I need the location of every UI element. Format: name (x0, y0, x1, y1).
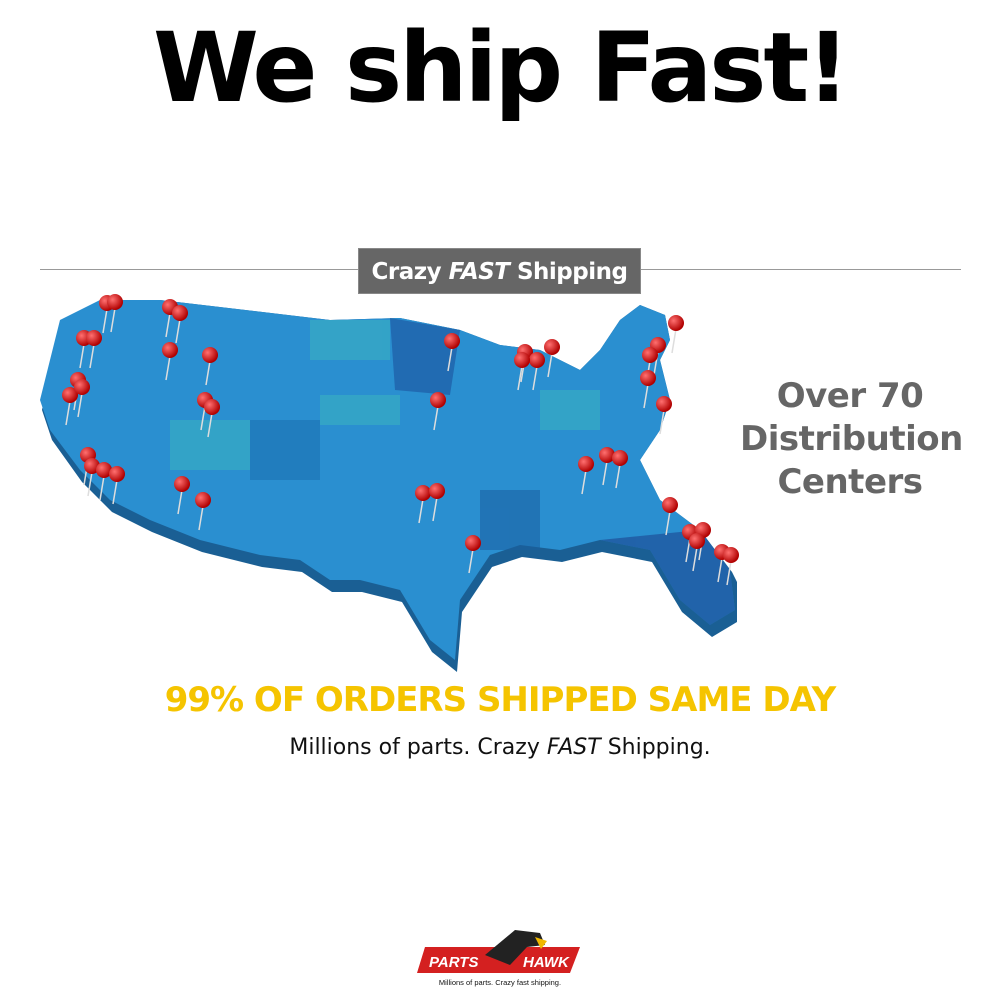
location-pin-icon (86, 330, 102, 346)
pin-needle (447, 346, 453, 372)
pin-needle (532, 365, 538, 391)
divider-left (40, 269, 358, 270)
orders-shipped-text: 99% OF ORDERS SHIPPED SAME DAY (164, 680, 837, 720)
location-pin-icon (656, 396, 672, 412)
crazy-fast-banner: Crazy FAST Shipping (358, 248, 641, 294)
location-pin-icon (612, 450, 628, 466)
location-pin-icon (544, 339, 560, 355)
pin-needle (432, 496, 438, 522)
callout-line-1: Over 70 (776, 376, 924, 416)
tagline-post: Shipping. (607, 735, 711, 760)
location-pin-icon (642, 347, 658, 363)
pin-needle (692, 546, 698, 572)
callout-line-3: Centers (777, 462, 923, 502)
location-pin-icon (195, 492, 211, 508)
pin-needle (468, 548, 474, 574)
logo-slogan: Millions of parts. Crazy fast shipping. (439, 978, 561, 987)
location-pin-icon (204, 399, 220, 415)
pin-needle (659, 409, 665, 435)
pin-needle (175, 318, 181, 344)
location-pin-icon (529, 352, 545, 368)
pin-needle (77, 392, 83, 418)
logo-text-hawk: HAWK (523, 954, 570, 971)
banner-text-post: Shipping (516, 259, 628, 285)
location-pin-icon (640, 370, 656, 386)
location-pin-icon (514, 352, 530, 368)
location-pin-icon (174, 476, 190, 492)
pin-needle (165, 312, 171, 338)
pin-needle (665, 510, 671, 536)
location-pin-icon (162, 342, 178, 358)
pin-needle (177, 489, 183, 515)
divider-right (641, 269, 961, 270)
pin-needle (671, 328, 677, 354)
pin-needle (517, 365, 523, 391)
location-pin-icon (74, 379, 90, 395)
pin-needle (207, 412, 213, 438)
distribution-callout: Over 70 Distribution Centers (740, 375, 963, 504)
location-pin-icon (415, 485, 431, 501)
location-pin-icon (444, 333, 460, 349)
callout-line-2: Distribution (740, 419, 963, 459)
pin-needle (99, 475, 105, 501)
pin-needle (602, 460, 608, 486)
tagline-emph: FAST (546, 735, 601, 760)
location-pin-icon (172, 305, 188, 321)
location-pin-icon (723, 547, 739, 563)
pin-needle (726, 560, 732, 586)
banner-text-pre: Crazy (371, 259, 442, 285)
pin-needle (643, 383, 649, 409)
headline: We ship Fast! (152, 12, 850, 124)
pin-needle (418, 498, 424, 524)
hawk-head-icon (485, 930, 545, 965)
location-pin-icon (430, 392, 446, 408)
pin-needle (205, 360, 211, 386)
hawk-beak-icon (535, 937, 547, 949)
pin-needle (547, 352, 553, 378)
location-pin-icon (578, 456, 594, 472)
pin-needle (717, 557, 723, 583)
location-pin-icon (668, 315, 684, 331)
pin-needle (581, 469, 587, 495)
tagline-pre: Millions of parts. Crazy (289, 735, 540, 760)
distribution-center-pins (62, 294, 739, 586)
us-map (40, 294, 739, 672)
pin-needle (165, 355, 171, 381)
location-pin-icon (62, 387, 78, 403)
pin-needle (615, 463, 621, 489)
location-pin-icon (107, 294, 123, 310)
location-pin-icon (429, 483, 445, 499)
pin-needle (433, 405, 439, 431)
location-pin-icon (202, 347, 218, 363)
parts-hawk-logo: PARTS HAWK Millions of parts. Crazy fast… (417, 930, 580, 987)
pin-needle (200, 405, 206, 431)
logo-text-parts: PARTS (429, 954, 478, 971)
location-pin-icon (109, 466, 125, 482)
pin-needle (102, 308, 108, 334)
location-pin-icon (599, 447, 615, 463)
pin-needle (198, 505, 204, 531)
location-pin-icon (465, 535, 481, 551)
tagline: Millions of parts. Crazy FAST Shipping. (0, 735, 1000, 760)
banner-text-emph: FAST (448, 259, 510, 285)
pin-needle (87, 471, 93, 497)
pin-needle (112, 479, 118, 505)
pin-needle (89, 343, 95, 369)
location-pin-icon (662, 497, 678, 513)
state-shading (170, 318, 735, 625)
pin-needle (110, 307, 116, 333)
location-pin-icon (96, 462, 112, 478)
pin-needle (65, 400, 71, 426)
location-pin-icon (689, 533, 705, 549)
pin-needle (79, 343, 85, 369)
